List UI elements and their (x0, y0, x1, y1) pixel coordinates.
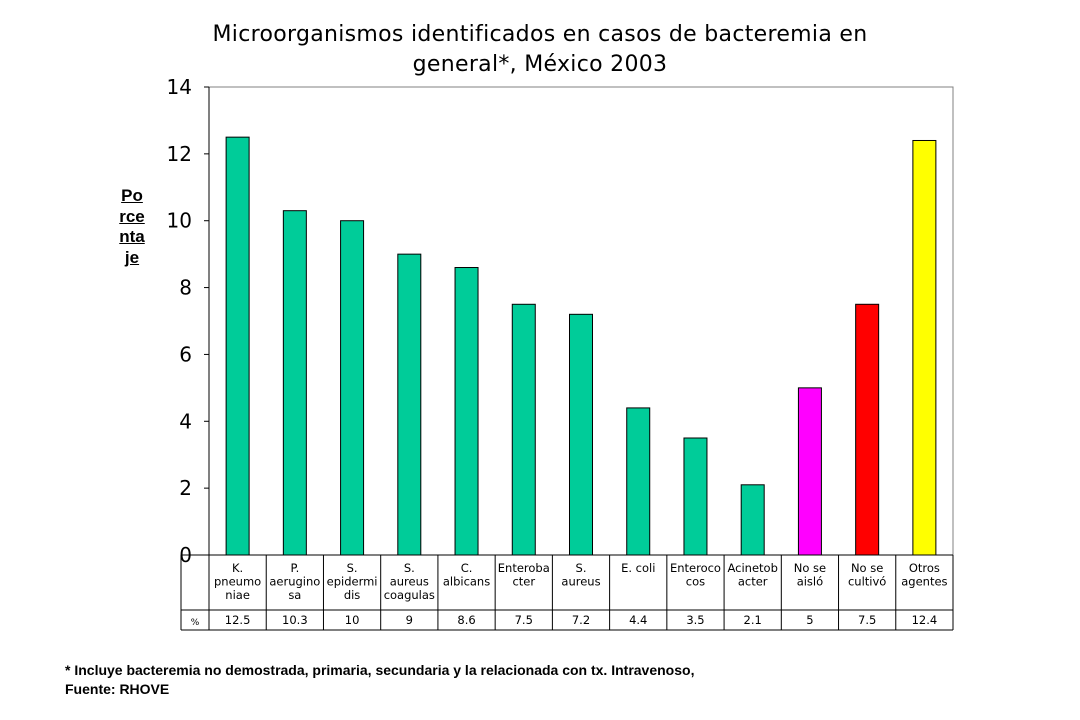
category-label: Enteroba cter (498, 561, 550, 589)
data-value-label: 7.5 (515, 613, 533, 627)
bar (282, 210, 307, 556)
data-value-label: 12.4 (912, 613, 938, 627)
chart-title-line2: general*, México 2003 (412, 52, 668, 77)
data-value-label: 9 (406, 613, 413, 627)
y-tick-label: 10 (167, 209, 192, 233)
data-value-label: 3.5 (686, 613, 704, 627)
bar (511, 303, 536, 556)
footnote-line1: * Incluye bacteremia no demostrada, prim… (65, 662, 695, 678)
category-label: S. aureus coagulas (384, 561, 435, 602)
y-tick-label: 2 (179, 476, 192, 500)
footnote-source: Fuente: RHOVE (65, 681, 170, 697)
bar (397, 253, 422, 556)
category-label: Otros agentes (901, 561, 947, 589)
y-axis-label: Porcentaje (119, 186, 145, 267)
data-value-label: 7.5 (858, 613, 876, 627)
category-label: Acinetob acter (727, 561, 777, 589)
category-label: C. albicans (443, 561, 490, 589)
bar (225, 136, 250, 556)
y-tick-label: 14 (167, 75, 192, 99)
category-label: K. pneumo niae (214, 561, 261, 602)
data-value-label: 10 (345, 613, 360, 627)
table-row-label: % (191, 618, 200, 628)
chart-title-line1: Microorganismos identificados en casos d… (212, 22, 868, 47)
category-label: Enteroco cos (670, 561, 721, 589)
y-tick-label: 12 (167, 142, 192, 166)
data-value-label: 4.4 (629, 613, 647, 627)
bar (569, 313, 593, 556)
data-value-label: 5 (806, 613, 813, 627)
bar (683, 437, 708, 556)
category-label: No se aisló (794, 561, 826, 589)
bar (340, 220, 365, 556)
data-value-label: 8.6 (457, 613, 475, 627)
bar (797, 387, 822, 556)
bar (855, 303, 880, 556)
y-tick-label: 4 (179, 409, 192, 433)
category-label: S. epidermi dis (327, 561, 378, 602)
bar (454, 267, 479, 556)
category-label: S. aureus (561, 561, 600, 589)
category-label: P. aerugino sa (269, 561, 320, 602)
category-label: E. coli (621, 561, 655, 575)
y-tick-label: 6 (179, 342, 192, 366)
y-tick-label: 8 (179, 276, 192, 300)
bar (912, 139, 937, 556)
bar (740, 484, 765, 556)
data-value-label: 7.2 (572, 613, 590, 627)
data-value-label: 10.3 (282, 613, 308, 627)
bar (626, 407, 651, 556)
data-value-label: 12.5 (225, 613, 251, 627)
data-value-label: 2.1 (744, 613, 762, 627)
category-label: No se cultivó (848, 561, 886, 589)
